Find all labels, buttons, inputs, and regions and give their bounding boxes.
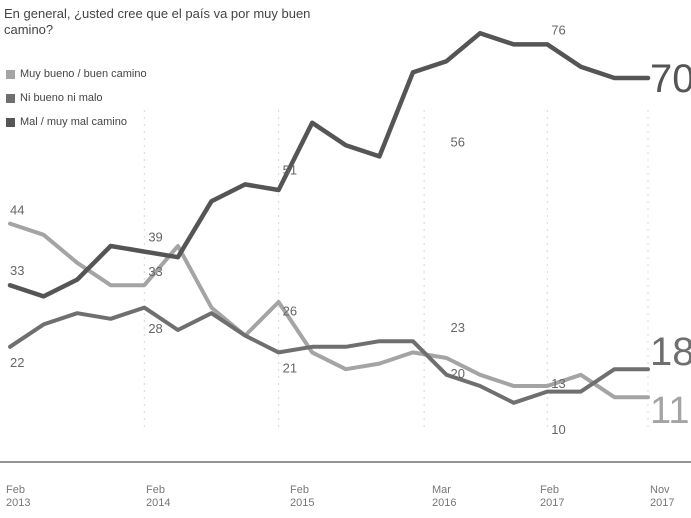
data-label-2-4: 76: [551, 22, 565, 37]
data-label-1-0: 22: [10, 355, 24, 370]
x-tick-label-1: Feb 2014: [146, 484, 171, 509]
x-tick-label-3: Mar 2016: [432, 484, 457, 509]
legend-label-muy-bueno: Muy bueno / buen camino: [20, 68, 147, 80]
end-label-1: 18: [650, 330, 691, 374]
data-label-1-3: 20: [451, 366, 465, 381]
series-line-1: [8, 305, 650, 405]
end-label-0: 11: [650, 390, 689, 432]
data-label-2-0: 33: [10, 263, 24, 278]
data-label-0-4: 13: [551, 376, 565, 391]
x-tick-label-4: Feb 2017: [540, 484, 565, 509]
legend-item-ni-bueno: Ni bueno ni malo: [6, 86, 147, 110]
end-label-2: 70: [650, 57, 691, 101]
legend-swatch-ni-bueno: [6, 93, 15, 103]
data-label-1-1: 28: [148, 321, 162, 336]
chart-title: En general, ¿usted cree que el país va p…: [4, 6, 311, 37]
legend: Muy bueno / buen camino Ni bueno ni malo…: [6, 62, 147, 134]
data-label-0-3: 23: [451, 320, 465, 335]
x-tick-label-0: Feb 2013: [6, 484, 31, 509]
legend-label-ni-bueno: Ni bueno ni malo: [20, 92, 103, 104]
data-label-0-1: 33: [148, 264, 162, 279]
data-label-2-3: 56: [451, 134, 465, 149]
legend-item-mal: Mal / muy mal camino: [6, 110, 147, 134]
x-tick-label-2: Feb 2015: [290, 484, 315, 509]
data-label-2-1: 39: [148, 230, 162, 245]
legend-swatch-muy-bueno: [6, 69, 15, 79]
series-line-0: [8, 221, 650, 400]
data-label-0-2: 26: [283, 303, 297, 318]
data-label-0-0: 44: [10, 203, 24, 218]
legend-label-mal: Mal / muy mal camino: [20, 116, 127, 128]
series-line-2: [7, 30, 651, 299]
data-label-1-2: 21: [283, 360, 297, 375]
data-label-2-2: 51: [283, 162, 297, 177]
legend-item-muy-bueno: Muy bueno / buen camino: [6, 62, 147, 86]
x-tick-label-5: Nov 2017: [650, 484, 675, 509]
data-label-1-4: 10: [551, 422, 565, 437]
legend-swatch-mal: [6, 117, 15, 127]
